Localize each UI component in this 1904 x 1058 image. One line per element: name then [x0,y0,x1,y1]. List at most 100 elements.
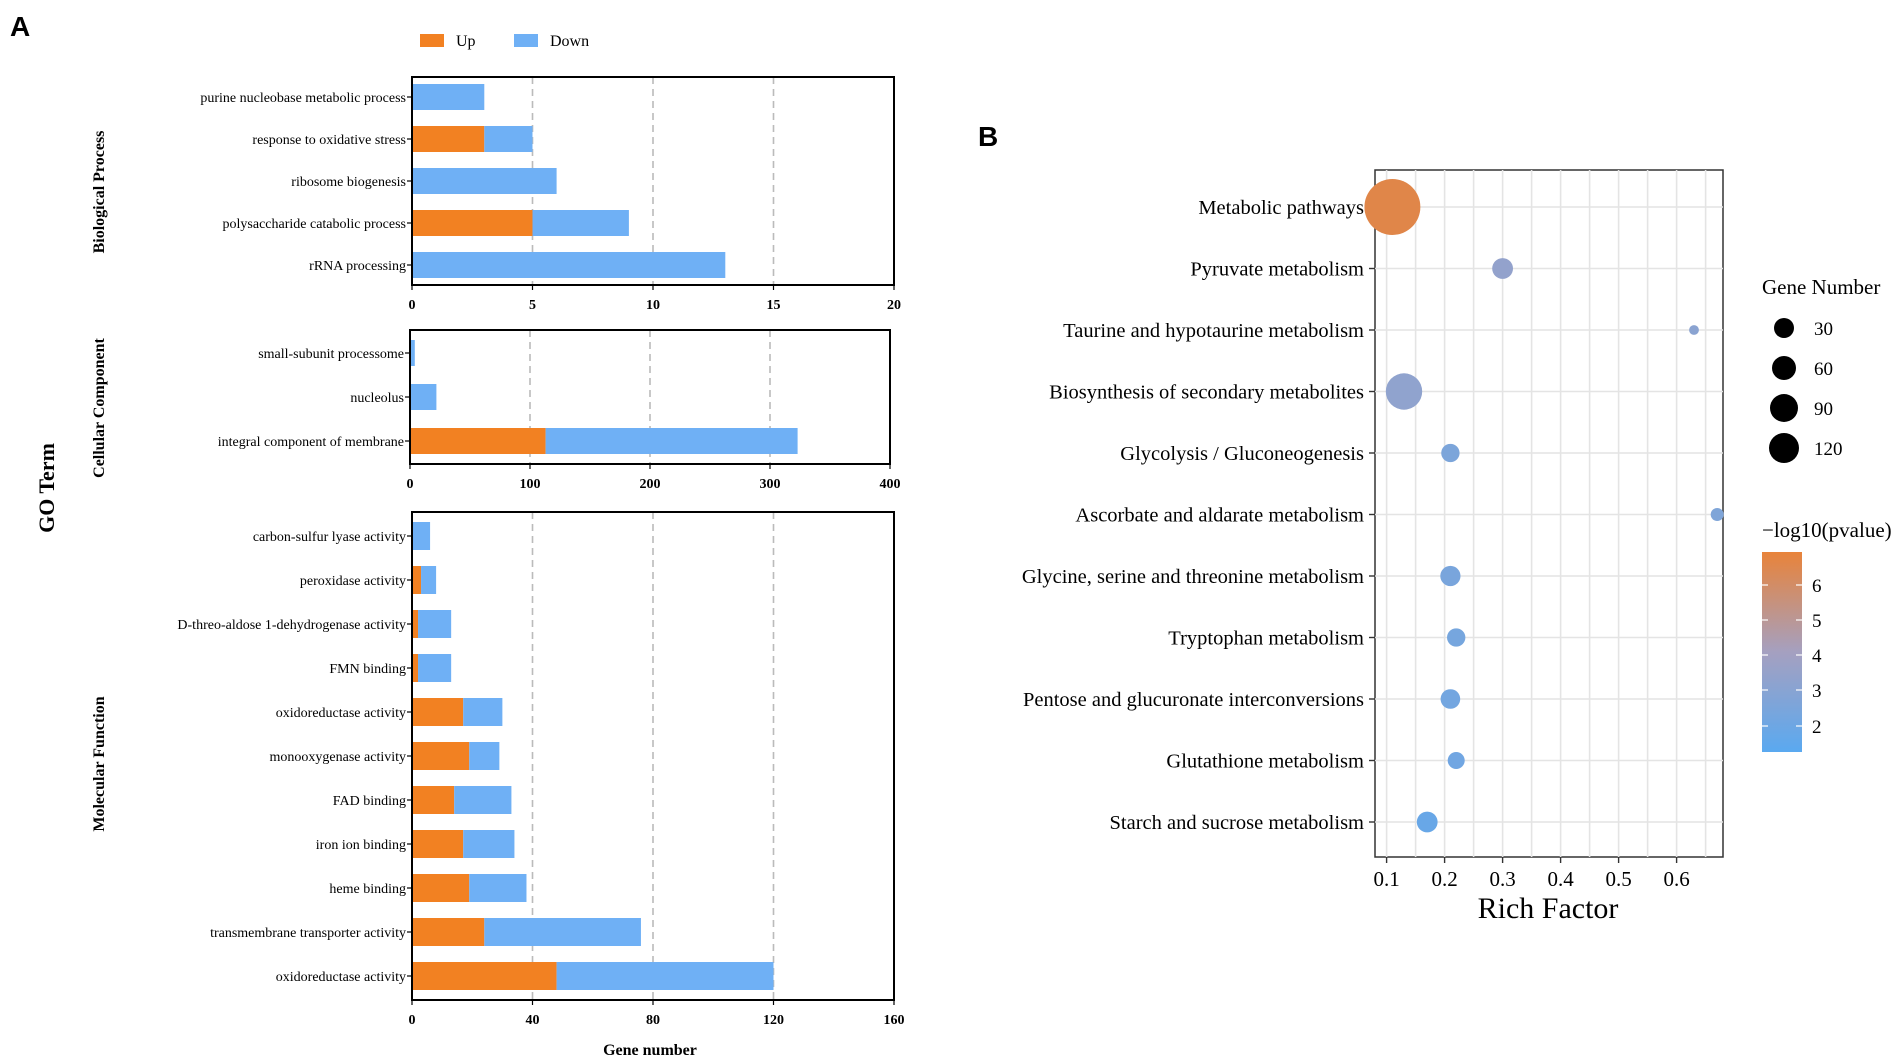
facet-biological-process: purine nucleobase metabolic process respo… [200,76,901,313]
bar-down [421,566,437,594]
category-label: purine nucleobase metabolic process [200,91,406,106]
bar-up [412,786,455,814]
color-legend-label: 6 [1812,576,1822,597]
size-legend-label: 30 [1814,319,1833,340]
x-tick-label: 100 [520,477,541,492]
bar-up [412,610,419,638]
facet-title-cellular-component: Cellular Component [91,337,108,477]
category-label: polysaccharide catabolic process [223,217,406,232]
category-label: FMN binding [329,662,406,677]
category-label: ribosome biogenesis [291,175,406,190]
bubble [1447,752,1465,769]
category-label: monooxygenase activity [270,750,406,765]
color-legend-bar [1762,552,1802,752]
category-label: transmembrane transporter activity [210,926,406,941]
x-tick-label: 400 [880,477,901,492]
x-tick-label: 300 [760,477,781,492]
category-label: integral component of membrane [218,435,404,450]
bubble [1440,565,1461,587]
facet-cellular-component: small-subunit processome nucleolus integra… [218,329,901,492]
x-tick-label: 0 [409,1013,416,1028]
x-tick-label: 200 [640,477,661,492]
x-tick-label: 15 [767,298,781,313]
bar-up [412,742,470,770]
bar-down [484,126,533,152]
pathway-label: Starch and sucrose metabolism [1110,812,1365,834]
bar-down [412,252,726,278]
size-legend-dot [1770,394,1798,422]
category-label: nucleolus [350,391,404,406]
size-legend-label: 120 [1814,439,1843,460]
legend-up-label: Up [456,33,476,50]
pathway-label: Tryptophan metabolism [1168,628,1364,650]
bar-down [532,210,629,236]
x-tick-label: 20 [887,298,901,313]
x-tick-label: 160 [884,1013,905,1028]
size-legend-dot [1774,318,1794,338]
bar-up [412,566,422,594]
color-legend-label: 2 [1812,717,1822,738]
x-tick-label: 0 [409,298,416,313]
pathway-label: Pyruvate metabolism [1190,259,1364,281]
pathway-label: Glutathione metabolism [1166,751,1364,773]
pathway-label: Glycine, serine and threonine metabolism [1022,566,1364,588]
x-tick-label: 10 [646,298,660,313]
category-label: iron ion binding [316,838,406,853]
bubble [1710,508,1724,521]
bar-up [412,874,470,902]
x-tick-label: 40 [526,1013,540,1028]
pathway-label: Metabolic pathways [1198,197,1364,219]
pathway-label: Taurine and hypotaurine metabolism [1063,320,1364,342]
bar-up [412,126,485,152]
category-label: FAD binding [333,794,406,809]
size-legend-dot [1772,356,1796,380]
category-label: peroxidase activity [300,574,406,589]
bar-down [545,428,798,454]
x-tick-label: 5 [529,298,536,313]
panel-b-x-title: Rich Factor [1478,892,1619,925]
size-legend: Gene Number 30 60 90 120 [1762,275,1880,463]
size-legend-title: Gene Number [1762,275,1880,299]
x-tick-label: 80 [646,1013,660,1028]
bar-down [412,84,485,110]
bubble [1447,628,1466,647]
category-label: oxidoreductase activity [276,706,406,721]
x-tick-label: 0.4 [1547,867,1574,891]
x-tick-label: 0 [407,477,414,492]
facet-molecular-function: carbon-sulfur lyase activity peroxidase a… [177,511,905,1028]
bubble [1689,325,1699,335]
panel-a-legend: Up Down [420,33,589,50]
bar-down [410,340,415,366]
bubble [1364,179,1421,235]
size-legend-label: 60 [1814,359,1833,380]
x-tick-label: 120 [763,1013,784,1028]
facet-title-molecular-function: Molecular Function [91,696,108,831]
bar-up [412,698,464,726]
bar-down [418,654,452,682]
legend-down-swatch [514,34,538,47]
pathway-label: Biosynthesis of secondary metabolites [1049,382,1364,404]
color-legend-label: 3 [1812,681,1822,702]
bar-up [410,428,546,454]
bar-down [412,168,557,194]
bar-down [463,830,515,858]
panel-b-label: B [978,121,998,152]
pathway-label: Glycolysis / Gluconeogenesis [1120,443,1364,465]
x-tick-label: 0.2 [1431,867,1457,891]
bar-down [484,918,641,946]
color-legend-title: −log10(pvalue) [1762,518,1892,542]
bubble [1440,689,1461,709]
bar-up [412,830,464,858]
bar-down [463,698,503,726]
x-tick-label: 0.1 [1373,867,1399,891]
bar-down [412,522,431,550]
legend-down-label: Down [550,33,589,50]
bubble [1441,443,1460,463]
bar-down [454,786,512,814]
bubble-plot-frame [1374,169,1724,858]
pathway-label: Ascorbate and aldarate metabolism [1075,505,1364,527]
legend-up-swatch [420,34,444,47]
category-label: response to oxidative stress [252,133,406,148]
bar-down [556,962,774,990]
